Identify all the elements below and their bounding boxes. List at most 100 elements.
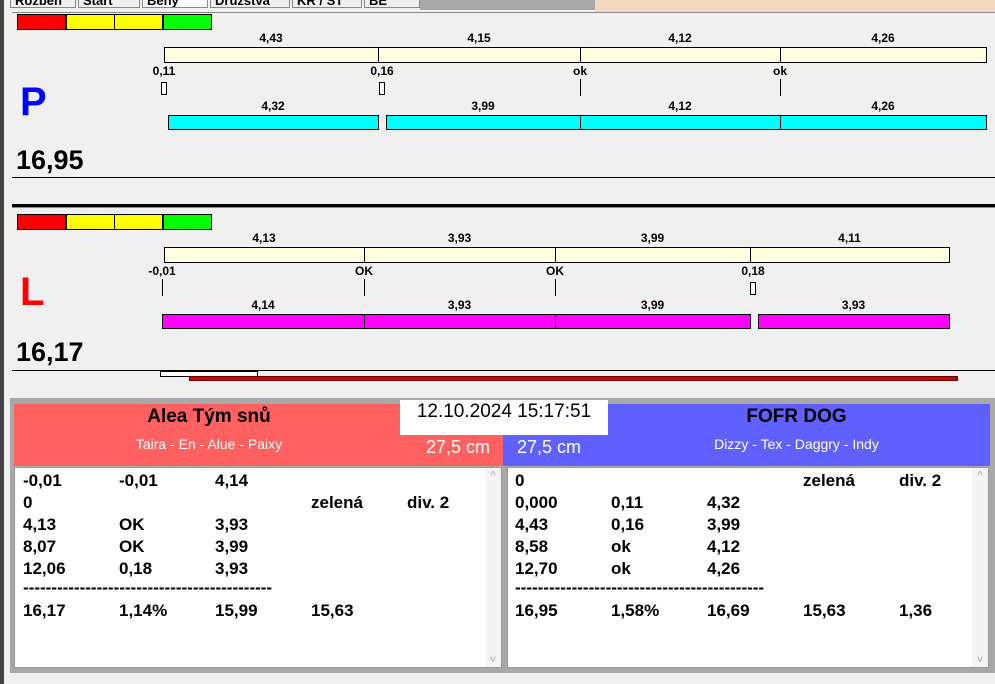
exchange-label: OK [355,264,373,278]
run-time-label: 3,93 [447,298,472,312]
scrollbar[interactable]: ^ v [972,468,988,667]
datetime: 12.10.2024 15:17:51 [400,400,608,435]
split-bar-segment [164,247,365,263]
result-cell: OK [119,537,145,556]
split-time-label: 3,93 [447,231,472,245]
split-bar-segment [378,47,581,63]
split-time-label: 4,26 [871,31,895,45]
result-cell: ----------------------------------------… [23,578,273,597]
status-color-cell [17,214,66,230]
left-team-name: Alea Tým snů [147,406,271,427]
result-cell: 1,36 [899,601,933,620]
split-time-label: 4,13 [252,231,276,245]
result-cell: 0 [23,493,33,512]
run-bar-segment [555,314,751,329]
result-cell: div. 2 [899,471,942,490]
lane-letter: L [20,270,45,314]
run-bar-segment [364,314,556,329]
result-cell: ok [611,537,631,556]
result-cell: 16,95 [515,601,558,620]
run-bar-segment [580,115,781,130]
split-time-label: 4,15 [467,31,491,45]
exchange-tick [580,79,581,96]
result-cell: 3,93 [215,515,249,534]
split-time-label: 4,11 [838,231,861,245]
result-cell: div. 2 [407,493,450,512]
result-cell: 4,32 [707,493,741,512]
exchange-tick [780,79,781,96]
result-cell: 16,17 [23,601,66,620]
exchange-tick [555,279,556,296]
split-bar-segment [580,47,781,63]
status-color-cell [17,14,66,30]
result-cell: 3,93 [215,559,249,578]
lane-total-time: 16,95 [16,145,84,175]
tab-2[interactable]: Start [78,0,140,8]
result-cell: 4,12 [707,537,741,556]
right-results-text[interactable]: ^ v 0 zelená div. 2 0,000 0,11 4,32 4,43 0,16 3,99… [507,467,989,668]
status-color-cell [162,14,212,30]
result-cell: 4,14 [215,471,249,490]
tab-3[interactable]: Běhy [142,0,208,8]
run-time-label: 3,99 [640,298,665,312]
status-color-cell [114,14,163,30]
result-cell: 3,99 [707,515,741,534]
scrollbar[interactable]: ^ v [485,468,501,667]
tab-4[interactable]: Družstva [210,0,290,8]
result-cell: -0,01 [119,471,158,490]
exchange-tick [162,279,163,296]
status-color-cell [65,214,115,230]
result-cell: ok [611,559,631,578]
tab-strip: Rozběh Start Běhy Družstva KR / ST BE [10,0,600,9]
split-bar-segment [780,47,987,63]
run-time-label: 4,12 [668,99,692,113]
split-bar-segment [555,247,751,263]
result-cell: zelená [311,493,363,512]
split-time-label: 3,99 [640,231,665,245]
result-cell: 0,000 [515,493,558,512]
exchange-tick [364,279,365,296]
exchange-label: ok [772,64,788,78]
result-cell: 3,99 [215,537,249,556]
result-cell: 0,11 [611,493,644,512]
exchange-label: -0,01 [148,264,176,278]
exchange-fault-box [379,82,385,95]
lane-panel [12,12,995,204]
left-team-height: 27,5 cm [425,437,490,457]
lane-separator [12,204,995,207]
result-cell: 12,06 [23,559,66,578]
run-time-label: 4,14 [251,298,275,312]
result-cell: 8,58 [515,537,549,556]
run-bar-segment [758,314,950,329]
run-bar-segment [168,115,379,130]
exchange-label: OK [546,264,564,278]
run-time-label: 3,99 [471,99,495,113]
result-cell: 1,58% [611,601,660,620]
right-team-name: FOFR DOG [746,406,847,427]
result-cell: 12,70 [515,559,558,578]
status-color-cell [114,214,163,230]
run-time-label: 4,32 [261,99,285,113]
lane-baseline [12,370,995,371]
status-color-cell [65,14,115,30]
right-team-dogs: Dizzy - Tex - Daggry - Indy [714,436,879,452]
result-cell: 1,14% [119,601,168,620]
tab-6[interactable]: BE [364,0,420,8]
top-right-fill [595,0,995,12]
window-frame [0,0,4,684]
lane-total-time: 16,17 [16,337,84,367]
tab-strip-fill [420,0,595,10]
exchange-label: ok [572,64,588,78]
result-cell: -0,01 [23,471,62,490]
exchange-fault-box [750,282,756,295]
exchange-label: 0,11 [152,64,176,78]
tab-1[interactable]: Rozběh [10,0,76,8]
tab-5[interactable]: KR / ST [292,0,362,8]
result-cell: 4,43 [515,515,549,534]
status-color-cell [162,214,212,230]
result-cell: 16,69 [707,601,750,620]
result-cell: zelená [803,471,855,490]
left-team-dogs: Taira - En - Alue - Paixy [135,436,283,452]
left-results-text[interactable]: ^ v -0,01 -0,01 4,14 0 zelená div. 2 4,13 OK 3,93 8… [14,467,502,668]
split-bar-segment [164,47,379,63]
